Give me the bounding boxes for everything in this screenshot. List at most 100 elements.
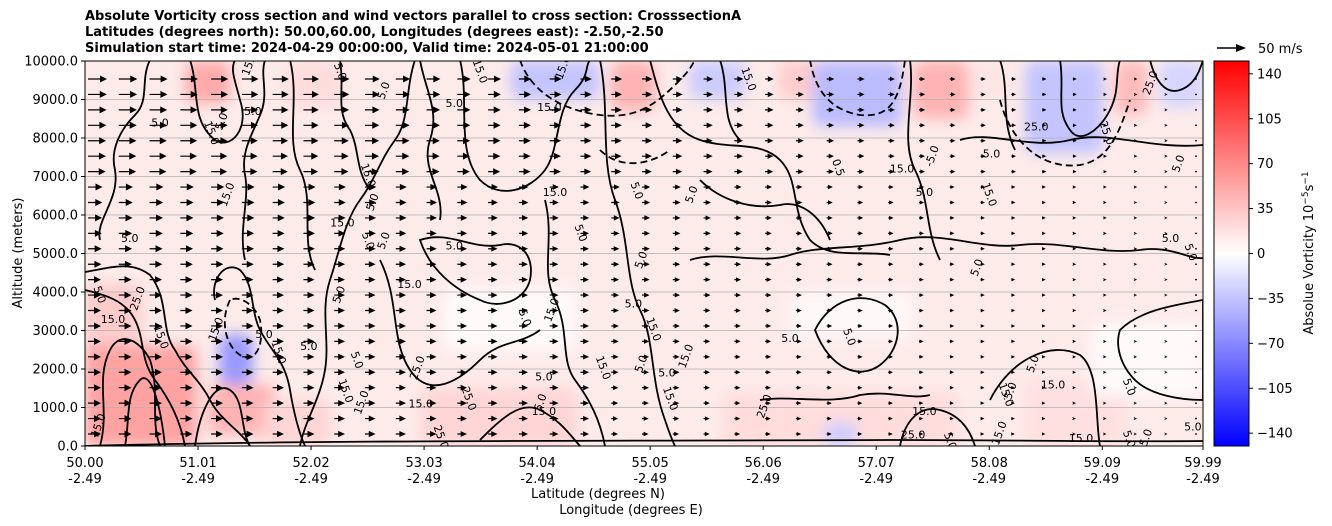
wind-vector bbox=[1134, 92, 1138, 97]
wind-vector bbox=[149, 291, 162, 299]
x-tick-label-lon: -2.49 bbox=[633, 472, 667, 487]
wind-vector bbox=[395, 137, 410, 145]
wind-vector bbox=[949, 231, 955, 236]
wind-vector bbox=[580, 184, 590, 190]
wind-vector bbox=[919, 185, 925, 190]
wind-vector bbox=[795, 231, 803, 236]
wind-vector bbox=[272, 245, 285, 253]
wind-key-arrowhead bbox=[1236, 44, 1246, 52]
wind-vector bbox=[765, 76, 774, 82]
wind-vector bbox=[1134, 77, 1138, 81]
wind-vector bbox=[919, 200, 925, 205]
wind-vector bbox=[334, 369, 345, 376]
wind-vector bbox=[395, 384, 406, 391]
wind-vector bbox=[241, 322, 254, 330]
wind-vector bbox=[211, 152, 228, 160]
wind-vector bbox=[1164, 185, 1168, 189]
wind-vector bbox=[857, 262, 863, 267]
vorticity-region bbox=[1114, 61, 1149, 115]
wind-vector bbox=[826, 385, 832, 390]
wind-vector bbox=[1011, 370, 1015, 374]
wind-vector bbox=[765, 431, 771, 437]
wind-vector bbox=[395, 90, 410, 98]
wind-vector bbox=[149, 415, 162, 423]
x-tick-label-lat: 55.05 bbox=[632, 456, 669, 471]
vorticity-region bbox=[689, 61, 746, 100]
wind-vector bbox=[426, 152, 440, 160]
wind-vector bbox=[426, 384, 437, 391]
wind-vector bbox=[1011, 154, 1016, 159]
wind-vector bbox=[426, 322, 437, 329]
wind-vector bbox=[857, 401, 863, 406]
wind-vector bbox=[149, 353, 162, 361]
contour-label: 5.0 bbox=[359, 230, 377, 251]
wind-vector bbox=[949, 401, 954, 405]
wind-vector bbox=[272, 338, 284, 345]
wind-vector bbox=[703, 339, 711, 344]
wind-vector bbox=[1103, 262, 1107, 266]
contour-line bbox=[459, 61, 591, 192]
contour-label: 5.0 bbox=[1001, 380, 1019, 401]
wind-vector bbox=[211, 415, 223, 422]
wind-vector bbox=[980, 154, 986, 159]
y-tick-label: 0.0 bbox=[57, 440, 78, 455]
wind-vector bbox=[303, 415, 315, 422]
wind-vector bbox=[1103, 278, 1107, 282]
wind-vector bbox=[642, 354, 650, 360]
contour-line bbox=[194, 387, 251, 446]
wind-vector bbox=[857, 293, 863, 298]
wind-vector bbox=[1042, 339, 1046, 344]
wind-vector bbox=[611, 261, 620, 267]
wind-vector bbox=[765, 200, 772, 205]
wind-vector bbox=[1164, 123, 1168, 127]
vorticity-region bbox=[1025, 61, 1104, 154]
wind-vector bbox=[334, 322, 345, 330]
wind-vector bbox=[365, 353, 376, 360]
wind-vector bbox=[980, 92, 986, 97]
wind-vector bbox=[1195, 278, 1197, 281]
wind-vector bbox=[580, 106, 592, 114]
wind-vector bbox=[580, 292, 589, 298]
wind-vector bbox=[149, 245, 163, 253]
contour-label: 5.0 bbox=[516, 307, 534, 328]
wind-vector bbox=[365, 199, 377, 206]
contour-line bbox=[85, 265, 251, 446]
wind-vector bbox=[518, 323, 528, 329]
wind-vector bbox=[303, 214, 316, 222]
wind-vector bbox=[949, 385, 954, 390]
wind-vector bbox=[672, 261, 681, 267]
x-tick-label-lat: 56.06 bbox=[745, 456, 782, 471]
wind-vector bbox=[303, 106, 319, 114]
contour-label: 5.0 bbox=[1184, 421, 1202, 434]
wind-vector bbox=[365, 307, 376, 314]
wind-vector bbox=[549, 152, 561, 160]
wind-vector bbox=[611, 184, 620, 190]
wind-vector bbox=[919, 262, 924, 267]
wind-vector bbox=[765, 385, 771, 390]
wind-vector bbox=[272, 322, 284, 330]
contour-label: 5.0 bbox=[375, 230, 393, 251]
wind-vector bbox=[488, 245, 498, 252]
wind-vector bbox=[765, 370, 771, 375]
wind-key-label: 50 m/s bbox=[1258, 42, 1303, 57]
dashed-contour-line bbox=[809, 61, 906, 117]
wind-vector bbox=[457, 199, 468, 206]
contour-line bbox=[1117, 299, 1203, 401]
wind-vector bbox=[1011, 107, 1017, 112]
wind-vector bbox=[1103, 293, 1107, 297]
wind-vector bbox=[919, 324, 924, 328]
wind-vector bbox=[1133, 309, 1138, 313]
contour-label: 5.0 bbox=[151, 116, 169, 129]
wind-vector bbox=[1072, 339, 1077, 344]
wind-vector bbox=[980, 277, 985, 282]
wind-vector bbox=[795, 246, 803, 252]
wind-vector bbox=[1072, 231, 1077, 236]
wind-vector bbox=[518, 215, 529, 221]
wind-vector bbox=[580, 369, 589, 375]
wind-vector bbox=[580, 307, 589, 314]
contour-label: 5.0 bbox=[375, 80, 393, 101]
wind-vector bbox=[303, 322, 315, 330]
contour-line bbox=[85, 289, 186, 446]
wind-vector bbox=[888, 385, 893, 390]
wind-vector bbox=[180, 75, 198, 83]
